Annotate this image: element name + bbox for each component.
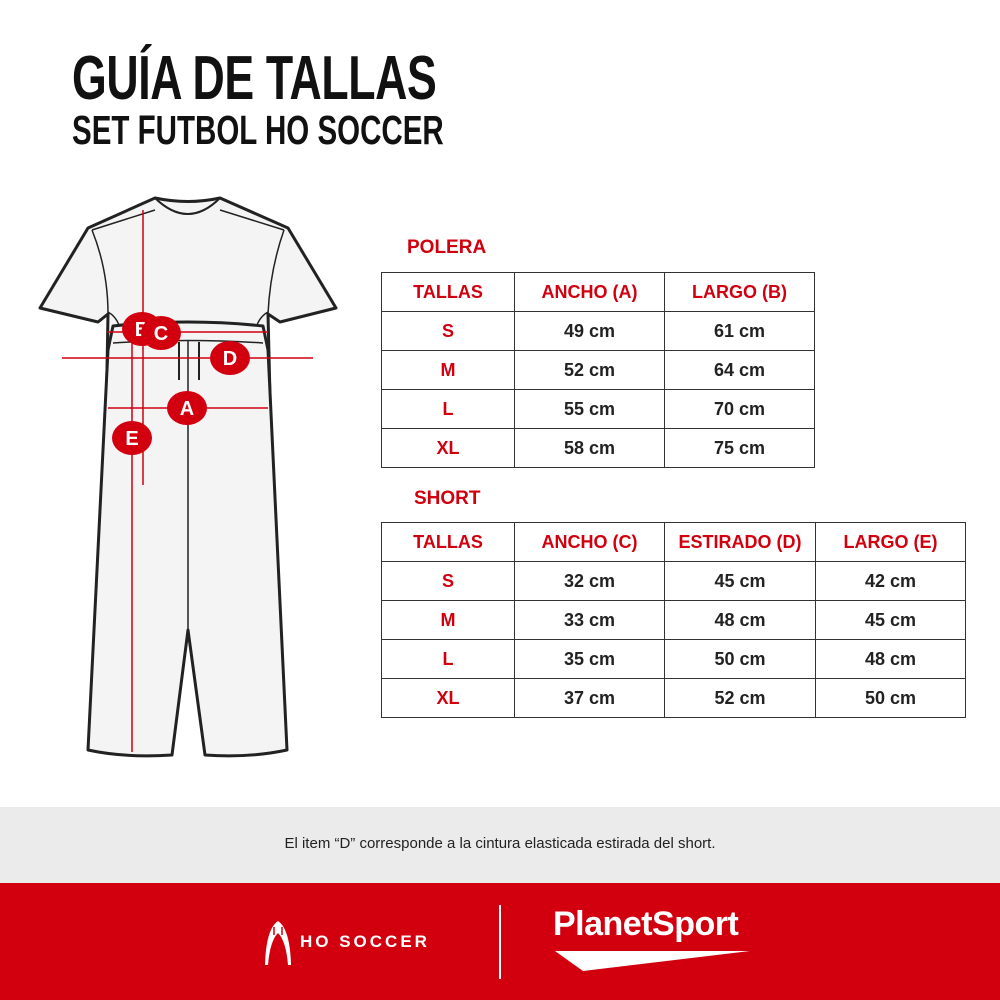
cell: 75 cm <box>664 428 815 468</box>
size-cell: M <box>381 600 515 640</box>
size-cell: XL <box>381 678 515 718</box>
note-band <box>0 807 1000 883</box>
planetsport-logo: PlanetSport <box>553 905 739 943</box>
cell: 35 cm <box>514 639 665 679</box>
table-row: M 52 cm 64 cm <box>381 350 815 390</box>
svg-text:A: A <box>180 398 194 420</box>
table-header-row: TALLAS ANCHO (A) LARGO (B) <box>381 272 815 312</box>
planetsport-swoosh-icon <box>555 951 750 971</box>
ho-soccer-logo-icon <box>265 921 291 965</box>
garment-diagram: B A C D E <box>38 196 338 758</box>
header-cell: ANCHO (C) <box>514 522 665 562</box>
table-row: M 33 cm 48 cm 45 cm <box>381 600 966 640</box>
cell: 52 cm <box>664 678 816 718</box>
header-cell: TALLAS <box>381 272 515 312</box>
table-row: L 35 cm 50 cm 48 cm <box>381 639 966 679</box>
svg-text:D: D <box>223 348 237 370</box>
cell: 61 cm <box>664 311 815 351</box>
marker-d: D <box>210 341 250 375</box>
table-row: S 32 cm 45 cm 42 cm <box>381 561 966 601</box>
cell: 45 cm <box>815 600 966 640</box>
table-header-row: TALLAS ANCHO (C) ESTIRADO (D) LARGO (E) <box>381 522 966 562</box>
cell: 70 cm <box>664 389 815 429</box>
size-cell: S <box>381 561 515 601</box>
table-row: L 55 cm 70 cm <box>381 389 815 429</box>
cell: 64 cm <box>664 350 815 390</box>
page-title: GUÍA DE TALLAS <box>72 44 437 113</box>
marker-c: C <box>141 316 181 350</box>
svg-text:C: C <box>154 323 168 345</box>
size-cell: L <box>381 389 515 429</box>
table-row: XL 58 cm 75 cm <box>381 428 815 468</box>
ho-soccer-logo: HO SOCCER <box>300 932 430 951</box>
cell: 37 cm <box>514 678 665 718</box>
table-row: XL 37 cm 52 cm 50 cm <box>381 678 966 718</box>
cell: 32 cm <box>514 561 665 601</box>
size-cell: XL <box>381 428 515 468</box>
cell: 55 cm <box>514 389 665 429</box>
polera-label: POLERA <box>407 237 487 258</box>
marker-a: A <box>167 391 207 425</box>
cell: 58 cm <box>514 428 665 468</box>
header-cell: LARGO (E) <box>815 522 966 562</box>
header-cell: ANCHO (A) <box>514 272 665 312</box>
header-cell: LARGO (B) <box>664 272 815 312</box>
polera-table: TALLAS ANCHO (A) LARGO (B) S 49 cm 61 cm M… <box>381 272 815 468</box>
size-cell: L <box>381 639 515 679</box>
cell: 50 cm <box>664 639 816 679</box>
svg-text:E: E <box>125 428 138 450</box>
cell: 49 cm <box>514 311 665 351</box>
size-cell: M <box>381 350 515 390</box>
cell: 48 cm <box>815 639 966 679</box>
footer-divider <box>499 905 501 979</box>
cell: 45 cm <box>664 561 816 601</box>
short-label: SHORT <box>414 488 481 509</box>
header-cell: TALLAS <box>381 522 515 562</box>
note-text: El item “D” corresponde a la cintura ela… <box>284 835 716 852</box>
page-subtitle: SET FUTBOL HO SOCCER <box>72 107 444 153</box>
size-cell: S <box>381 311 515 351</box>
marker-e: E <box>112 421 152 455</box>
cell: 33 cm <box>514 600 665 640</box>
cell: 52 cm <box>514 350 665 390</box>
cell: 50 cm <box>815 678 966 718</box>
cell: 48 cm <box>664 600 816 640</box>
cell: 42 cm <box>815 561 966 601</box>
shorts-drawing <box>86 320 289 758</box>
table-row: S 49 cm 61 cm <box>381 311 815 351</box>
short-table: TALLAS ANCHO (C) ESTIRADO (D) LARGO (E) … <box>381 522 966 718</box>
header-cell: ESTIRADO (D) <box>664 522 816 562</box>
